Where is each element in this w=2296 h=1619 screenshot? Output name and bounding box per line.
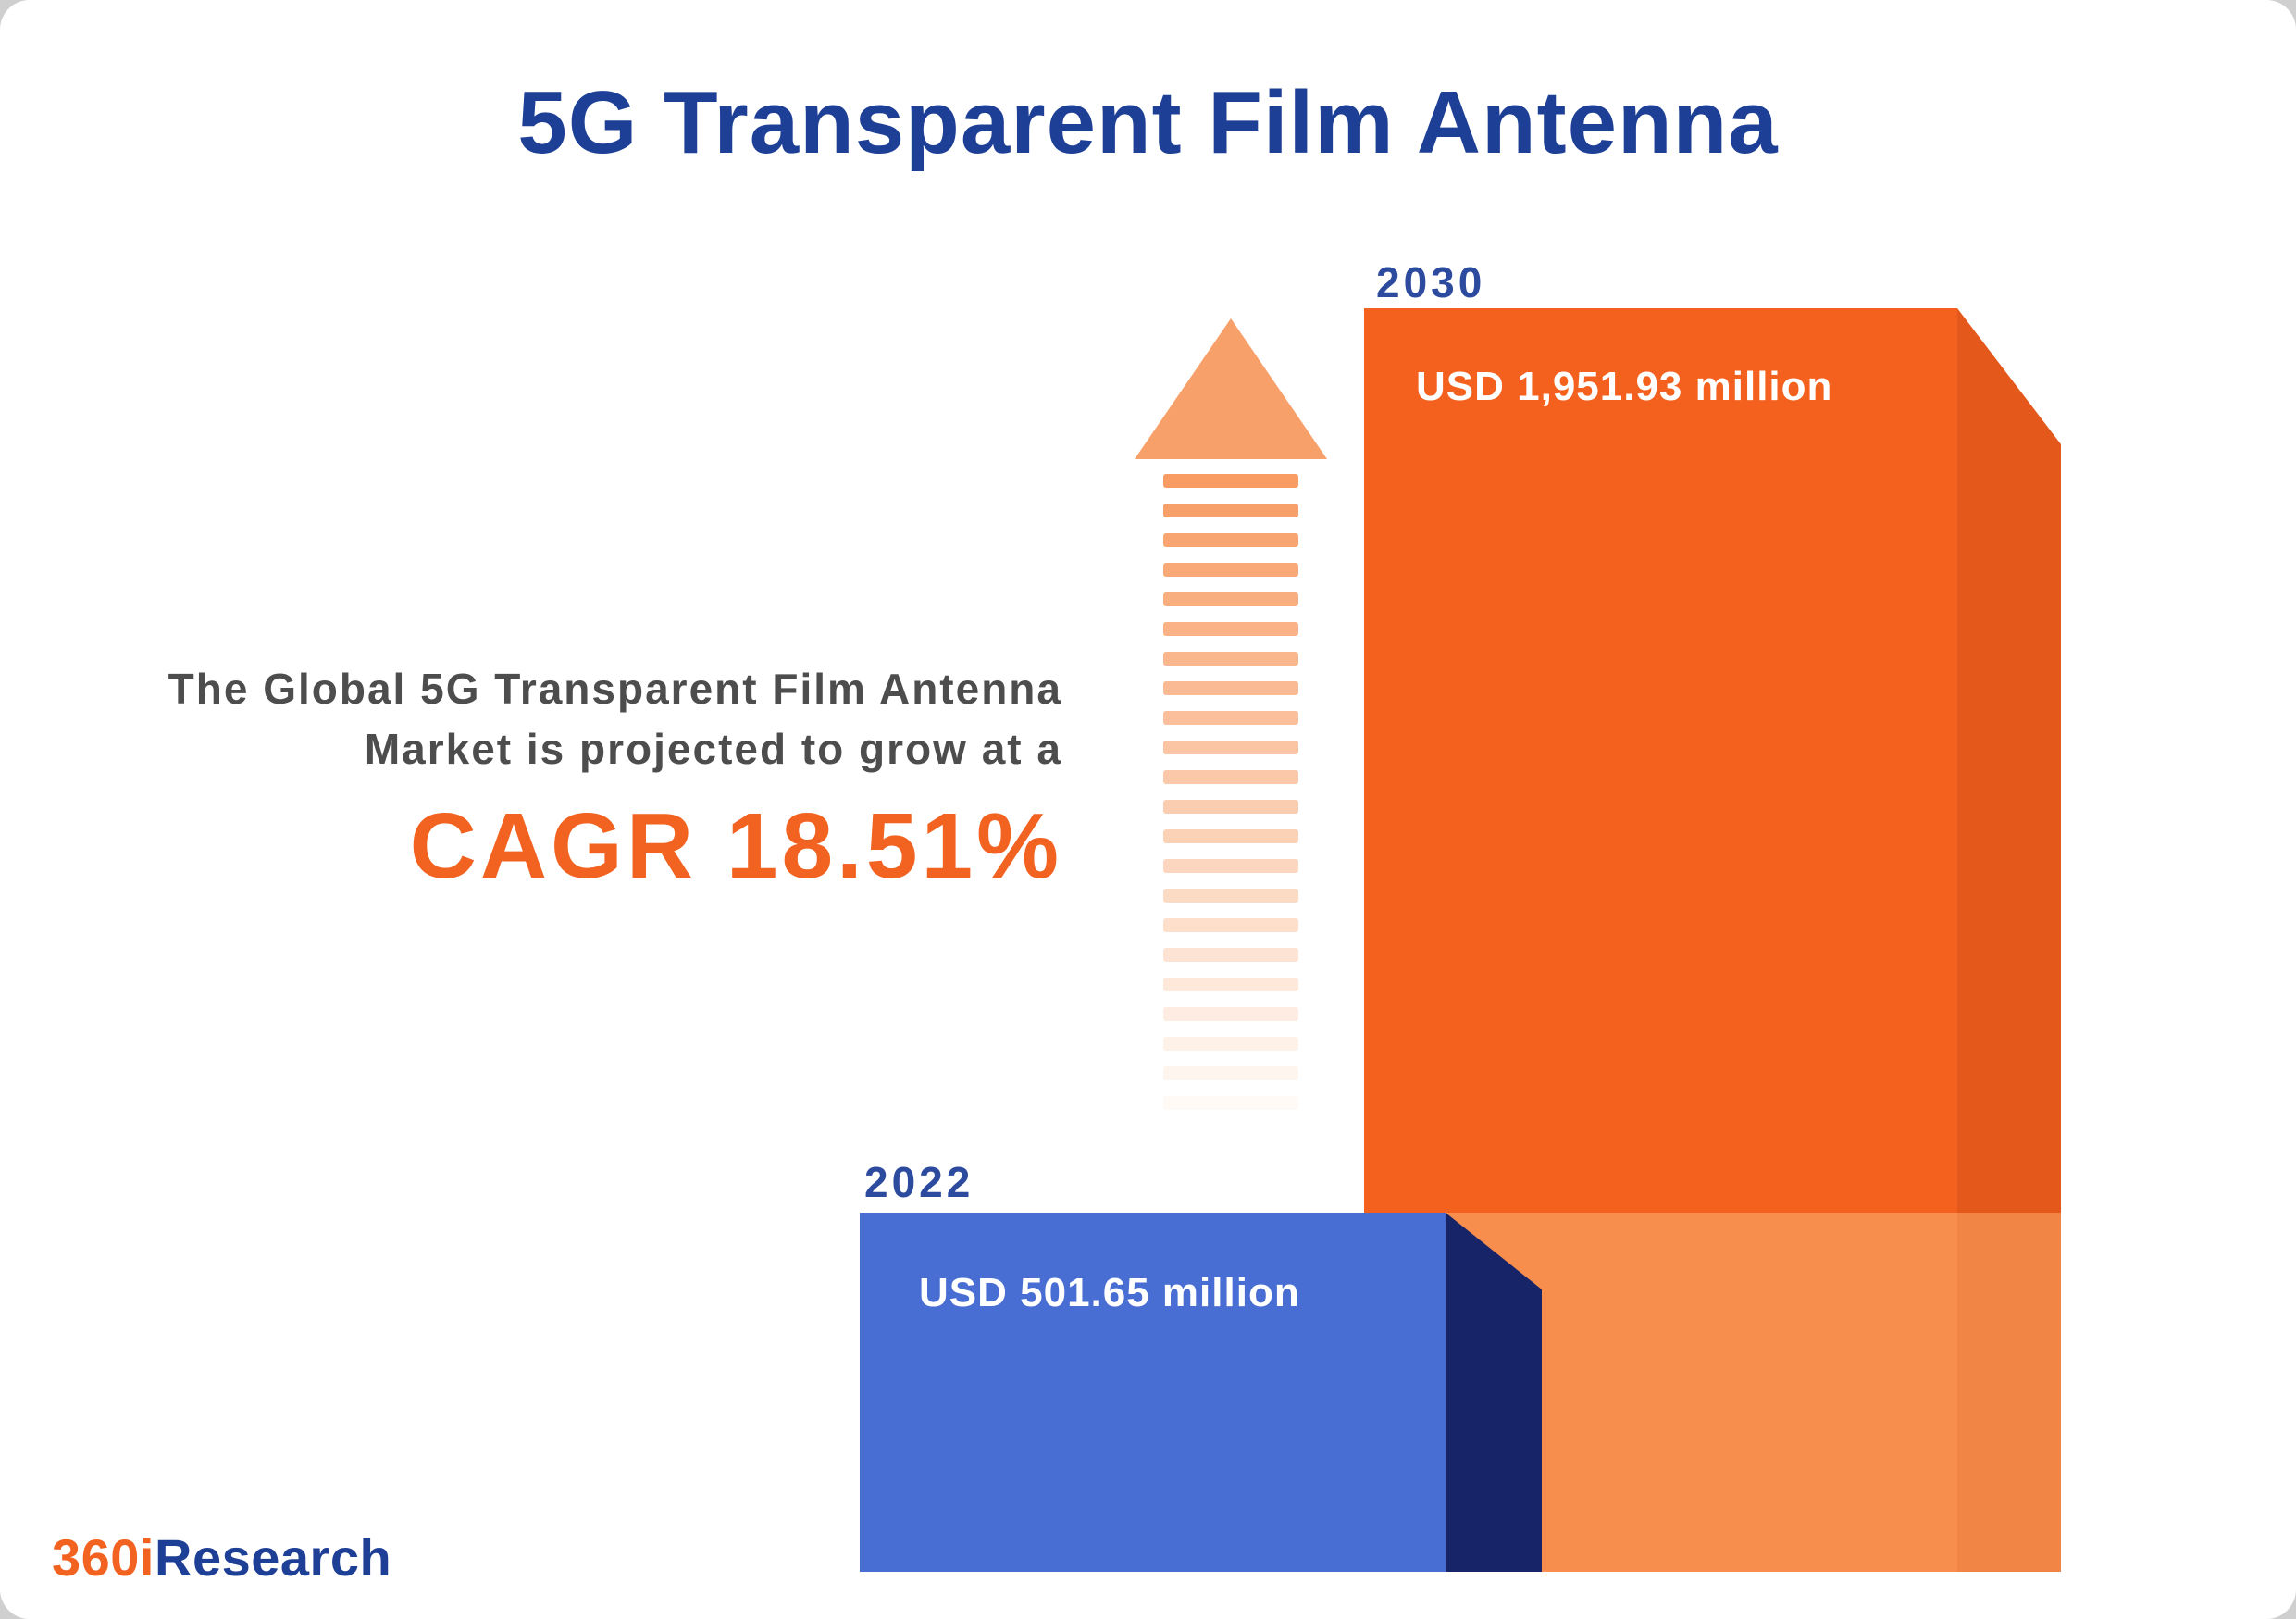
cagr-value: CAGR 18.51%: [409, 793, 1062, 898]
logo-prefix: 360i: [52, 1528, 155, 1587]
arrow-shaft-bar: [1163, 533, 1298, 547]
arrow-shaft-bar: [1163, 711, 1298, 725]
bar-2030-light-overlay-side: [1957, 1213, 2061, 1572]
arrow-shaft-bar: [1163, 1066, 1298, 1080]
arrow-shaft-bar: [1163, 563, 1298, 577]
arrow-shaft-bar: [1163, 592, 1298, 606]
year-label-2022: 2022: [864, 1158, 974, 1206]
arrow-shaft-bar: [1163, 622, 1298, 636]
arrow-shaft-bar: [1163, 1096, 1298, 1110]
year-label-2030: 2030: [1376, 258, 1486, 306]
arrow-shaft-bar: [1163, 978, 1298, 991]
arrow-shaft-bar: [1163, 829, 1298, 843]
arrow-shaft-bar: [1163, 681, 1298, 695]
arrow-shaft-bar: [1163, 889, 1298, 903]
growth-arrow-icon: [1135, 318, 1327, 1110]
arrow-shaft-bar: [1163, 800, 1298, 814]
value-label-2022: USD 501.65 million: [919, 1270, 1300, 1315]
annotation-line-2: Market is projected to grow at a: [364, 725, 1062, 774]
arrow-shaft-bar: [1163, 1037, 1298, 1051]
logo-suffix: Research: [155, 1528, 392, 1587]
bar-2022-front: [860, 1213, 1446, 1572]
arrow-shaft-bar: [1163, 1007, 1298, 1021]
arrow-shaft-bar: [1163, 474, 1298, 488]
arrow-shaft-bar: [1163, 918, 1298, 932]
arrow-shaft-bar: [1163, 741, 1298, 754]
growth-annotation: The Global 5G Transparent Film Antenna M…: [0, 659, 1062, 900]
arrow-shaft-bar: [1163, 652, 1298, 666]
arrow-shaft-bar: [1163, 770, 1298, 784]
value-label-2030: USD 1,951.93 million: [1416, 364, 1833, 409]
arrow-shaft-bar: [1163, 948, 1298, 962]
arrow-shaft-bar: [1163, 504, 1298, 517]
growth-arrow-shaft: [1163, 474, 1298, 1110]
annotation-line-1: The Global 5G Transparent Film Antenna: [168, 665, 1062, 713]
arrow-head-icon: [1135, 318, 1327, 459]
arrow-shaft-bar: [1163, 859, 1298, 873]
page-title: 5G Transparent Film Antenna: [517, 73, 1779, 172]
logo-360iresearch: 360iResearch: [52, 1527, 391, 1588]
